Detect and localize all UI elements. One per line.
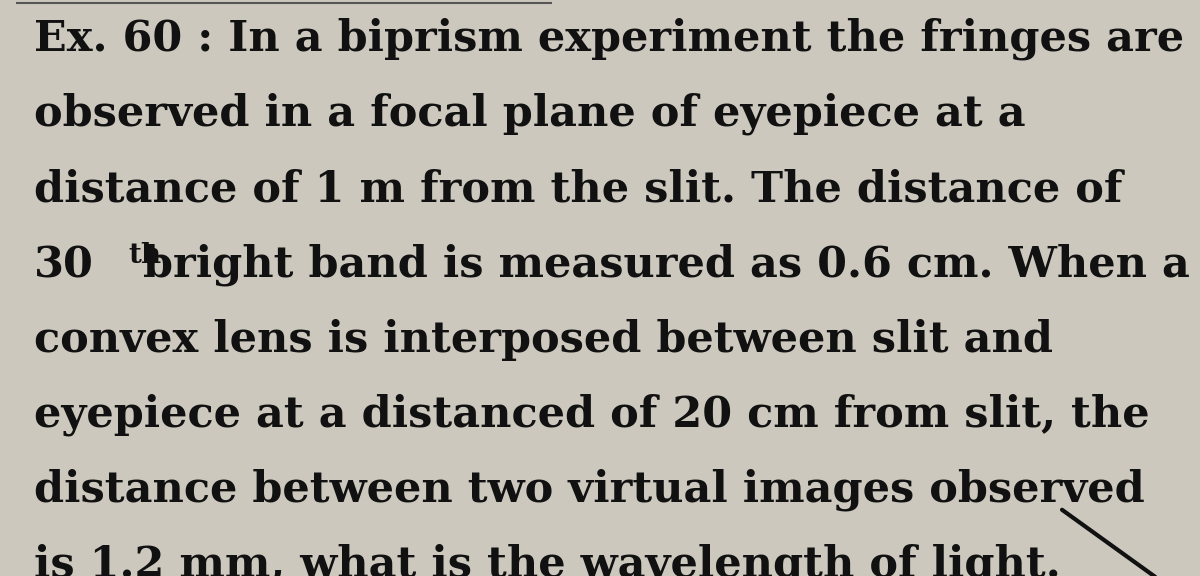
Text: 30: 30 [34,244,94,286]
Text: convex lens is interposed between slit and: convex lens is interposed between slit a… [34,319,1052,361]
Text: distance of 1 m from the slit. The distance of: distance of 1 m from the slit. The dista… [34,168,1122,210]
Text: Ex. 60 : In a biprism experiment the fringes are: Ex. 60 : In a biprism experiment the fri… [34,18,1183,60]
Text: observed in a focal plane of eyepiece at a: observed in a focal plane of eyepiece at… [34,93,1025,135]
Text: distance between two virtual images observed: distance between two virtual images obse… [34,468,1145,511]
Text: is 1.2 mm, what is the wavelength of light.: is 1.2 mm, what is the wavelength of lig… [34,544,1061,576]
Text: eyepiece at a distanced of 20 cm from slit, the: eyepiece at a distanced of 20 cm from sl… [34,393,1150,436]
Text: th: th [128,242,162,269]
Text: bright band is measured as 0.6 cm. When a: bright band is measured as 0.6 cm. When … [128,244,1190,286]
